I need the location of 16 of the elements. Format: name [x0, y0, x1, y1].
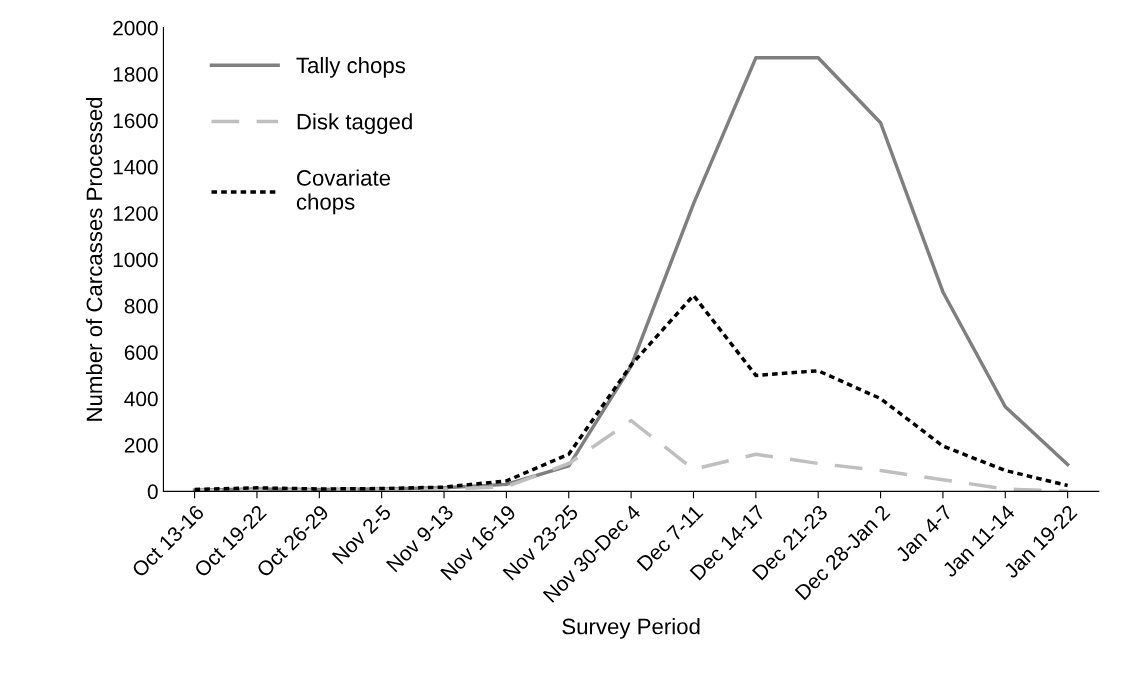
legend-label: Tally chops [296, 56, 406, 78]
y-tick-label: 1000 [113, 252, 158, 268]
x-axis-title: Survey Period [562, 618, 700, 639]
y-tick-label: 1400 [113, 159, 158, 175]
y-axis-title: Number of Carcasses Processed [85, 97, 103, 421]
y-tick-label: 0 [147, 484, 158, 500]
y-tick-label: 400 [124, 391, 158, 407]
y-tick-label: 2000 [113, 20, 158, 36]
y-tick-label: 600 [124, 345, 158, 360]
y-tick-label: 800 [124, 298, 158, 314]
legend-label: Covariate chops [296, 169, 391, 215]
y-tick-label: 1600 [113, 113, 158, 129]
y-tick-label: 1800 [113, 67, 158, 82]
y-tick-label: 1200 [113, 206, 158, 221]
legend-label: Disk tagged [297, 113, 412, 134]
y-tick-label: 200 [124, 437, 158, 453]
